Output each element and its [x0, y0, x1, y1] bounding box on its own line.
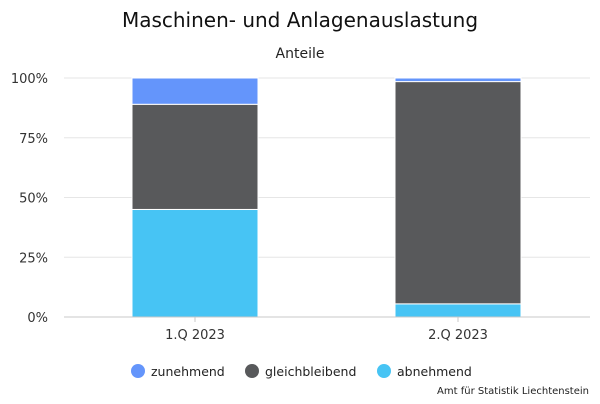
bar-segment	[131, 77, 259, 105]
legend-marker	[245, 364, 259, 378]
y-tick-label: 100%	[11, 72, 48, 87]
x-tick-label: 2.Q 2023	[428, 328, 488, 343]
chart-credit: Amt für Statistik Liechtenstein	[437, 386, 589, 397]
legend-marker	[131, 364, 145, 378]
bar-segment	[394, 77, 522, 83]
bar-segment	[131, 208, 259, 318]
legend-label: zunehmend	[151, 364, 225, 379]
chart-title: Maschinen- und Anlagenauslastung	[122, 8, 478, 32]
legend: zunehmend gleichbleibend abnehmend	[131, 364, 472, 379]
y-tick-label: 25%	[19, 251, 48, 266]
y-tick-label: 75%	[19, 132, 48, 147]
y-axis-ticks: 0% 25% 50% 75% 100%	[11, 72, 48, 326]
y-tick-label: 50%	[19, 192, 48, 207]
legend-label: gleichbleibend	[265, 364, 356, 379]
bar-segment	[394, 303, 522, 318]
chart-subtitle: Anteile	[276, 46, 325, 62]
bar-segment	[131, 103, 259, 210]
x-axis-ticks: 1.Q 2023 2.Q 2023	[165, 317, 488, 343]
x-tick-label: 1.Q 2023	[165, 328, 225, 343]
legend-label: abnehmend	[397, 364, 472, 379]
legend-marker	[377, 364, 391, 378]
bars	[131, 77, 522, 318]
y-tick-label: 0%	[27, 311, 48, 326]
bar-segment	[394, 81, 522, 305]
